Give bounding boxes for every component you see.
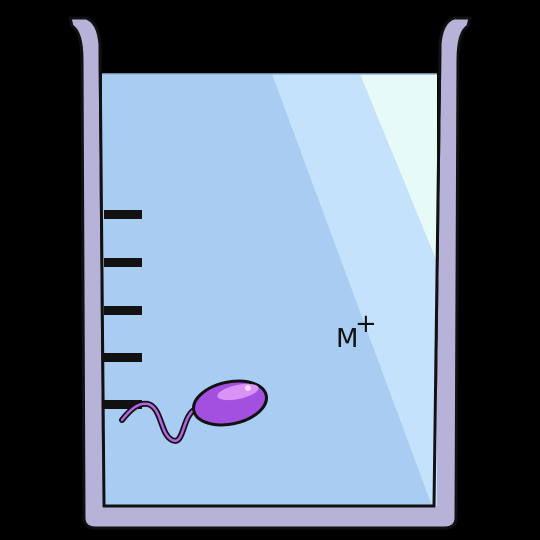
graduation-mark [104,258,142,267]
liquid-glare [360,74,437,262]
beaker-inner-outline [98,43,442,508]
graduation-mark [104,353,142,362]
ion-charge: + [355,309,377,339]
graduation-marks [104,210,142,409]
liquid-highlight [272,74,437,506]
flagellum-fill [120,402,196,443]
graduation-mark [104,306,142,315]
flagellated-cell [119,379,268,444]
graduation-mark [104,210,142,219]
graduation-mark [104,400,142,409]
ion-symbol: M [336,324,358,354]
cell-shine [245,385,251,391]
